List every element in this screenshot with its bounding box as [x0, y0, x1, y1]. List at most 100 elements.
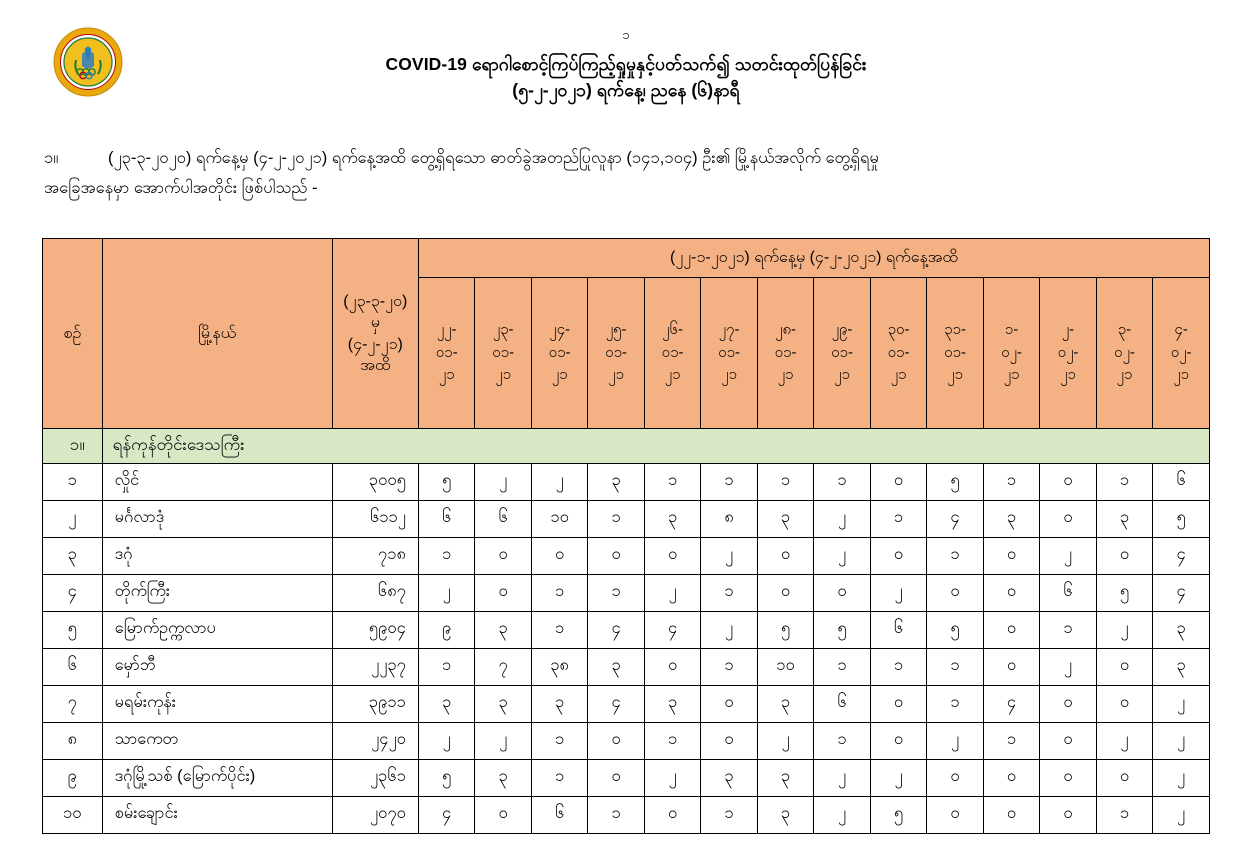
title-block: COVID-19 ရောဂါစောင့်ကြပ်ကြည့်ရှုမှုနှင့်…: [0, 52, 1252, 105]
header-date-year: ၂၁: [721, 366, 737, 384]
cell-daily-count: ၅: [926, 463, 984, 501]
cell-township-name: မြောက်ဥက္ကလာပ: [101, 611, 333, 649]
cell-daily-count: ၁: [587, 500, 645, 538]
cell-daily-count: ၃: [756, 759, 815, 797]
cell-daily-count: ၂: [926, 722, 984, 760]
cell-daily-count: ၆: [530, 796, 589, 834]
cell-daily-count: ၀: [982, 611, 1041, 649]
cell-daily-count: ၀: [926, 574, 984, 612]
header-date-month: ၀၁-: [661, 343, 684, 361]
cell-daily-count: ၁: [1095, 463, 1154, 501]
cell-daily-count: ၂: [700, 537, 758, 575]
header-total-line2: မှ: [370, 314, 380, 332]
cell-serial-no: ၂: [42, 500, 103, 538]
cell-daily-count: ၀: [1095, 759, 1154, 797]
cell-daily-count: ၆: [1039, 574, 1097, 612]
cell-township-name: မှော်ဘီ: [101, 648, 333, 686]
table-header: စဥ် မြို့နယ် (၂၃-၃-၂၀) မှ (၄-၂-၂၁) အထိ (…: [42, 238, 1211, 429]
cell-daily-count: ၀: [926, 796, 984, 834]
cell-daily-count: ၁: [1095, 796, 1154, 834]
cell-daily-count: ၁: [813, 722, 871, 760]
header-date-day: ၂၅-: [605, 321, 627, 339]
cell-daily-count: ၂: [756, 722, 815, 760]
header-date-month: ၀၁-: [887, 343, 910, 361]
document-title: COVID-19 ရောဂါစောင့်ကြပ်ကြည့်ရှုမှုနှင့်…: [385, 54, 867, 74]
header-date-day: ၂၄-: [549, 321, 571, 339]
cell-cumulative-total: ၇၁၈: [331, 537, 419, 575]
cell-township-name: မရမ်းကုန်း: [101, 685, 333, 723]
header-date-3: ၂၄- ၀၁- ၂၁: [530, 277, 589, 429]
header-date-year: ၂၁: [664, 366, 681, 384]
header-date-year: ၂၁: [834, 366, 850, 384]
header-date-day: ၂-: [1061, 321, 1075, 339]
cell-daily-count: ၂: [1152, 722, 1210, 760]
header-date-day: ၃၀-: [887, 321, 910, 339]
cell-daily-count: ၅: [417, 759, 476, 797]
cell-daily-count: ၂: [869, 759, 928, 797]
cell-daily-count: ၁: [587, 574, 645, 612]
header-date-range-span: (၂၂-၁-၂၀၂၁) ရက်နေ့မှ (၄-၂-၂၀၂၁) ရက်နေ့အထ…: [417, 238, 1211, 278]
cell-daily-count: ၀: [1039, 463, 1097, 501]
cell-daily-count: ၂: [1039, 648, 1097, 686]
page-number: ၁: [622, 27, 630, 42]
cell-daily-count: ၂: [474, 722, 532, 760]
header-date-year: ၂၁: [1173, 366, 1189, 384]
cell-daily-count: ၀: [982, 537, 1041, 575]
cell-daily-count: ၁: [643, 722, 702, 760]
cell-daily-count: ၁: [587, 796, 645, 834]
cell-cumulative-total: ၆၈၇: [331, 574, 419, 612]
cell-cumulative-total: ၂၃၆၁: [331, 759, 419, 797]
cell-daily-count: ၄: [1152, 537, 1210, 575]
cell-daily-count: ၃: [643, 500, 702, 538]
cell-daily-count: ၀: [474, 574, 532, 612]
cell-daily-count: ၂: [1152, 685, 1210, 723]
cell-cumulative-total: ၃၀၀၅: [331, 463, 419, 501]
cell-daily-count: ၃: [587, 463, 645, 501]
cell-daily-count: ၁: [982, 463, 1041, 501]
header-date-year: ၂၁: [438, 366, 455, 384]
cell-serial-no: ၄: [42, 574, 103, 612]
cell-daily-count: ၀: [587, 537, 645, 575]
document-header: ၁ COVID-19 ရောဂါစောင့်ကြပ်ကြည့်ရှုမှုနှင…: [0, 0, 1252, 128]
header-date-6: ၂၇- ၀၁- ၂၁: [700, 277, 758, 429]
header-date-row: ၂၂- ၀၁- ၂၁ ၂၃- ၀၁- ၂၁ ၂၄- ၀၁- ၂၁ ၂၅- ၀၁- ၂၁ ၂၆- ၀၁- ၂၁…: [43, 277, 1210, 429]
cell-daily-count: ၀: [1039, 796, 1097, 834]
cell-daily-count: ၄: [1152, 574, 1210, 612]
cell-daily-count: ၀: [643, 648, 702, 686]
header-date-day: ၂၉-: [831, 321, 853, 339]
cell-daily-count: ၂: [643, 574, 702, 612]
cell-daily-count: ၁: [813, 463, 871, 501]
cell-daily-count: ၀: [643, 796, 702, 834]
cell-cumulative-total: ၅၉၀၄: [331, 611, 419, 649]
table-row: ၉ဒဂုံမြို့သစ် (မြောက်ပိုင်း) ၂၃၆၁၅၃၁၀၂၃၃၂…: [42, 759, 1210, 797]
cell-daily-count: ၄: [587, 611, 645, 649]
cell-daily-count: ၀: [982, 796, 1041, 834]
cell-daily-count: ၁: [530, 759, 589, 797]
header-date-year: ၂၁: [777, 366, 794, 384]
header-date-day: ၂၆-: [662, 321, 683, 339]
header-date-year: ၂၁: [608, 366, 624, 384]
header-date-year: ၂၁: [947, 366, 963, 384]
header-date-10: ၃၁- ၀၁- ၂၁: [926, 277, 984, 429]
header-date-month: ၀၂-: [1057, 343, 1079, 361]
table-row: ၄တိုက်ကြီး ၆၈၇၂၀၁၁၂၁၀၀၂၀၀၆၅၄: [42, 574, 1210, 612]
cell-daily-count: ၅: [417, 463, 476, 501]
cell-daily-count: ၂: [1152, 796, 1210, 834]
cell-daily-count: ၃: [474, 759, 532, 797]
header-date-9: ၃၀- ၀၁- ၂၁: [869, 277, 928, 429]
cell-daily-count: ၅: [756, 611, 815, 649]
cell-daily-count: ၅: [1095, 574, 1154, 612]
cell-cumulative-total: ၂၄၂၀: [331, 722, 419, 760]
header-date-year: ၂၁: [495, 366, 512, 384]
cell-township-name: သာကေတ: [101, 722, 333, 760]
cell-township-name: တိုက်ကြီး: [101, 574, 333, 612]
cell-cumulative-total: ၃၉၁၁: [331, 685, 419, 723]
cell-serial-no: ၈: [42, 722, 103, 760]
header-date-month: ၀၁-: [944, 343, 966, 361]
township-cases-table: စဥ် မြို့နယ် (၂၃-၃-၂၀) မှ (၄-၂-၂၁) အထိ (…: [42, 238, 1211, 834]
cell-daily-count: ၃၈: [530, 648, 589, 686]
header-date-1: ၂၂- ၀၁- ၂၁: [417, 277, 476, 429]
header-date-year: ၂၁: [890, 366, 907, 384]
cell-daily-count: ၀: [982, 759, 1041, 797]
